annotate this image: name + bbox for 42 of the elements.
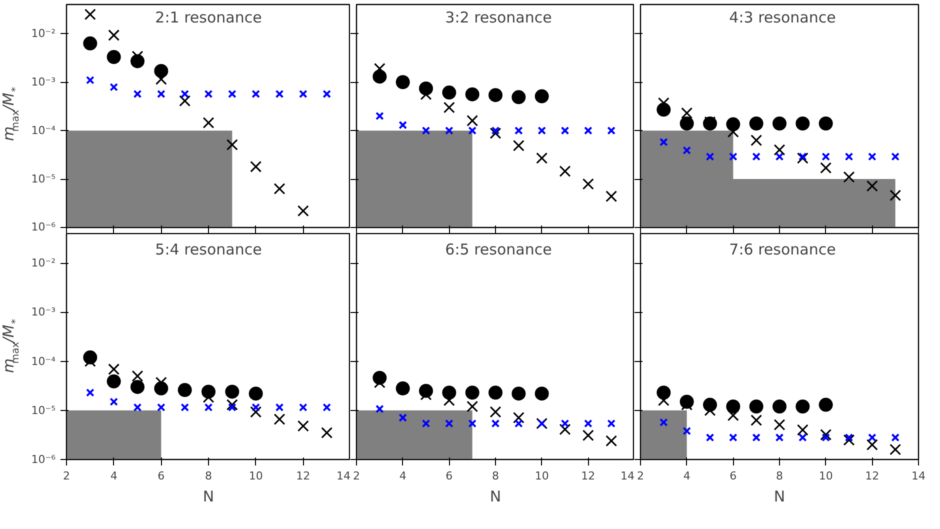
x-tick-label: 8	[205, 470, 212, 482]
x-tick-label: 2	[63, 470, 70, 482]
y-tick-label: 10⁻³	[31, 76, 56, 89]
y-axis-title: mmax/M*	[0, 87, 22, 141]
x-tick-label: 4	[399, 470, 406, 482]
x-tick-label: 8	[492, 470, 499, 482]
x-tick-label: 4	[683, 470, 690, 482]
y-tick-label: 10⁻⁶	[31, 453, 56, 466]
x-axis-title: N	[202, 488, 214, 506]
text: 7:6 resonance	[729, 240, 836, 258]
text: 5:4 resonance	[155, 240, 262, 258]
x-tick-label: 2	[637, 470, 644, 482]
y-tick-label: 10⁻²	[31, 27, 56, 40]
y-tick-label: 10⁻⁶	[31, 220, 56, 234]
x-tick-label: 6	[446, 470, 453, 482]
chart-title: 3:2 resonance	[445, 8, 552, 26]
y-tick-label: 10⁻⁴	[31, 354, 56, 368]
y-axis-title: mmax/M*	[0, 319, 22, 373]
text: 6:5 resonance	[445, 240, 552, 258]
x-tick-label: 10	[818, 470, 833, 482]
x-tick-label: 12	[296, 470, 310, 482]
x-tick-label: 12	[865, 470, 880, 482]
y-tick-label: 10⁻⁵	[31, 404, 56, 417]
x-tick-label: 14	[912, 470, 926, 482]
x-axis-title: N	[490, 488, 502, 506]
x-tick-label: 14	[336, 470, 351, 482]
chart-title: 2:1 resonance	[155, 8, 262, 26]
y-tick-label: 10⁻²	[31, 256, 56, 270]
chart-title: 4:3 resonance	[729, 8, 836, 26]
y-tick-label: 10⁻³	[31, 306, 56, 319]
x-axis-title: N	[774, 488, 786, 506]
x-tick-label: 8	[776, 470, 783, 482]
x-tick-label: 2	[353, 470, 360, 482]
x-tick-label: 10	[248, 470, 263, 482]
x-tick-label: 14	[620, 470, 635, 482]
y-tick-label: 10⁻⁵	[31, 172, 56, 186]
x-tick-label: 12	[581, 470, 596, 482]
y-tick-label: 10⁻⁴	[31, 124, 56, 138]
x-tick-label: 6	[158, 470, 165, 482]
x-tick-label: 10	[534, 470, 549, 482]
x-tick-label: 6	[730, 470, 737, 482]
x-tick-label: 4	[110, 470, 118, 482]
